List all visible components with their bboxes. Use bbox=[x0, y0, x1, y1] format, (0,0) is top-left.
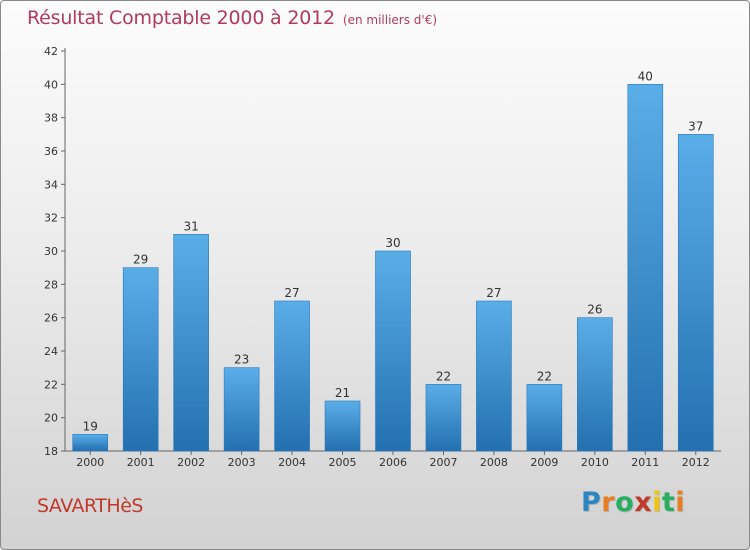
y-tick-label: 28 bbox=[44, 278, 58, 291]
value-label: 19 bbox=[83, 419, 98, 433]
y-tick-label: 24 bbox=[44, 345, 58, 358]
y-tick-label: 42 bbox=[44, 45, 58, 58]
bar bbox=[122, 267, 159, 452]
logo-letter: i bbox=[652, 487, 662, 518]
value-label: 27 bbox=[284, 286, 299, 300]
value-label: 22 bbox=[537, 369, 552, 383]
value-label: 26 bbox=[587, 303, 602, 317]
value-label: 21 bbox=[335, 386, 350, 400]
y-tick-label: 32 bbox=[44, 212, 58, 225]
bar bbox=[274, 300, 310, 452]
bar bbox=[72, 434, 109, 452]
value-label: 27 bbox=[486, 286, 501, 300]
value-label: 22 bbox=[436, 369, 451, 383]
unit-label: (en milliers d'€) bbox=[342, 13, 438, 27]
bar bbox=[526, 384, 563, 452]
logo-letter: i bbox=[675, 487, 686, 518]
y-tick-label: 22 bbox=[44, 378, 58, 391]
value-label: 29 bbox=[133, 253, 148, 267]
logo-letter: x bbox=[634, 487, 653, 518]
y-tick-label: 30 bbox=[44, 245, 58, 258]
bar bbox=[677, 134, 714, 452]
bar bbox=[375, 250, 411, 452]
proxiti-logo: Proxiti bbox=[581, 487, 685, 518]
x-tick-label: 2009 bbox=[530, 456, 558, 469]
bar bbox=[577, 317, 613, 452]
x-tick-label: 2002 bbox=[177, 456, 205, 469]
x-tick-label: 2005 bbox=[329, 456, 357, 469]
value-label: 40 bbox=[638, 69, 653, 83]
y-tick-label: 34 bbox=[44, 178, 58, 191]
x-tick-label: 2007 bbox=[429, 456, 457, 469]
value-label: 31 bbox=[184, 219, 199, 233]
y-tick-label: 26 bbox=[44, 312, 58, 325]
title-text: Résultat Comptable 2000 à 2012 bbox=[27, 7, 335, 29]
y-tick-label: 20 bbox=[44, 412, 58, 425]
logo-letter: P bbox=[581, 487, 602, 518]
x-tick-label: 2000 bbox=[76, 456, 104, 469]
commune-name: SAVARTHèS bbox=[37, 495, 143, 517]
bar bbox=[476, 300, 512, 452]
y-tick-label: 36 bbox=[44, 145, 58, 158]
x-tick-label: 2003 bbox=[228, 456, 256, 469]
bar bbox=[425, 384, 462, 452]
chart-title: Résultat Comptable 2000 à 2012 (en millie… bbox=[27, 7, 437, 29]
logo-letter: o bbox=[615, 487, 635, 518]
y-tick-label: 18 bbox=[44, 445, 58, 458]
bar bbox=[173, 234, 209, 452]
x-tick-label: 2004 bbox=[278, 456, 306, 469]
x-tick-label: 2008 bbox=[480, 456, 508, 469]
value-label: 37 bbox=[688, 119, 703, 133]
x-tick-label: 2010 bbox=[581, 456, 609, 469]
logo-letter: r bbox=[601, 487, 616, 518]
x-tick-label: 2001 bbox=[127, 456, 155, 469]
logo-letter: t bbox=[661, 487, 676, 518]
bar bbox=[324, 400, 361, 452]
x-tick-label: 2011 bbox=[631, 456, 659, 469]
value-label: 23 bbox=[234, 353, 249, 367]
y-tick-label: 40 bbox=[44, 78, 58, 91]
x-tick-label: 2006 bbox=[379, 456, 407, 469]
x-tick-label: 2012 bbox=[682, 456, 710, 469]
bar bbox=[223, 367, 260, 452]
value-labels: 19 29 31 23 27 21 30 22 27 22 26 40 37 bbox=[83, 69, 704, 433]
bars bbox=[72, 84, 714, 452]
y-tick-label: 38 bbox=[44, 112, 58, 125]
bar bbox=[627, 84, 664, 452]
value-label: 30 bbox=[385, 236, 400, 250]
